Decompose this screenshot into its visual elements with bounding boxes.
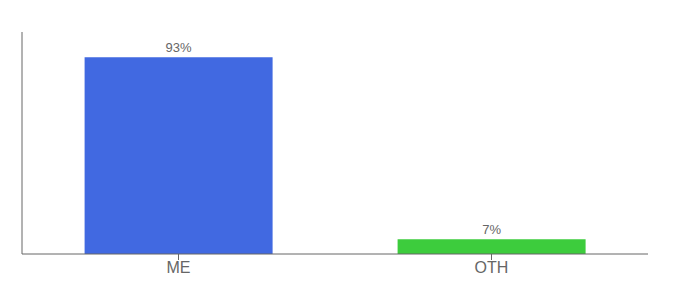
svg-text:93%: 93% <box>166 40 192 55</box>
svg-text:ME: ME <box>167 259 191 276</box>
svg-text:7%: 7% <box>482 222 501 237</box>
svg-text:OTH: OTH <box>475 259 509 276</box>
